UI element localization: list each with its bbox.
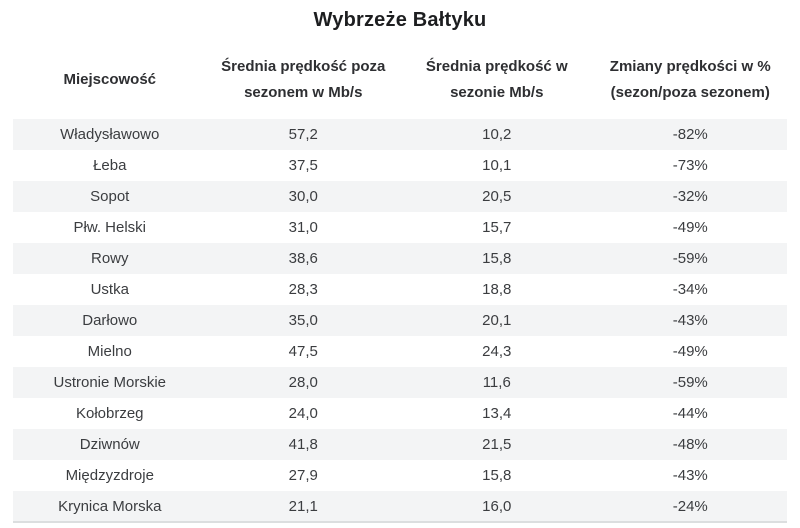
cell-town: Dziwnów [79, 436, 140, 453]
cell-inseason-speed: 15,8 [482, 467, 512, 484]
cell-inseason-speed: 16,0 [482, 497, 512, 515]
cell-change-percent: -73% [672, 157, 708, 174]
cell-inseason-speed: 13,4 [482, 405, 512, 422]
cell-inseason-speed: 11,6 [482, 374, 511, 391]
cell-town: Łeba [93, 157, 127, 174]
cell-inseason-speed: 21,5 [482, 436, 512, 453]
cell-town: Darłowo [82, 312, 138, 329]
cell-offseason-speed: 30,0 [288, 188, 318, 205]
cell-change-percent: -34% [672, 281, 708, 298]
table-row: Sopot 30,0 20,5 -32% [13, 181, 787, 212]
cell-offseason-speed: 31,0 [288, 219, 318, 236]
cell-town: Rowy [90, 250, 129, 267]
column-header-inseason: Średnia prędkość w sezonie Mb/s [400, 40, 594, 119]
speed-table: Miejscowość Średnia prędkość poza sezone… [13, 40, 787, 523]
header-row: Miejscowość Średnia prędkość poza sezone… [13, 40, 787, 119]
cell-town: Sopot [90, 188, 130, 205]
cell-change-percent: -59% [672, 250, 708, 267]
table-row: Rowy 38,6 15,8 -59% [13, 243, 787, 274]
cell-offseason-speed: 37,5 [288, 157, 318, 174]
table-row: Krynica Morska 21,1 16,0 -24% [13, 491, 787, 522]
cell-offseason-speed: 57,2 [288, 126, 318, 143]
table-row: Międzyzdroje 27,9 15,8 -43% [13, 460, 787, 491]
cell-change-percent: -49% [672, 343, 708, 360]
cell-offseason-speed: 41,8 [288, 436, 318, 453]
cell-offseason-speed: 21,1 [288, 497, 318, 515]
cell-offseason-speed: 27,9 [288, 467, 318, 484]
table-header: Miejscowość Średnia prędkość poza sezone… [13, 40, 787, 119]
table-row: Władysławowo 57,2 10,2 -82% [13, 119, 787, 150]
cell-change-percent: -43% [672, 467, 708, 484]
table-row: Ustronie Morskie 28,0 11,6 -59% [13, 367, 787, 398]
cell-offseason-speed: 28,0 [288, 374, 318, 391]
cell-town: Międzyzdroje [65, 467, 154, 484]
cell-change-percent: -59% [672, 374, 708, 391]
cell-offseason-speed: 24,0 [288, 405, 318, 422]
cell-inseason-speed: 15,8 [482, 250, 512, 267]
column-header-change: Zmiany prędkości w % (sezon/poza sezonem… [593, 40, 787, 119]
cell-inseason-speed: 10,2 [482, 126, 512, 143]
cell-town: Władysławowo [60, 126, 160, 143]
cell-town: Płw. Helski [73, 219, 147, 236]
cell-offseason-speed: 47,5 [288, 343, 318, 360]
column-header-offseason: Średnia prędkość poza sezonem w Mb/s [206, 40, 400, 119]
cell-change-percent: -32% [672, 188, 708, 205]
cell-town: Krynica Morska [58, 497, 162, 515]
cell-change-percent: -43% [672, 312, 708, 329]
cell-change-percent: -48% [672, 436, 708, 453]
table-row: Ustka 28,3 18,8 -34% [13, 274, 787, 305]
cell-town: Ustka [90, 281, 129, 298]
cell-inseason-speed: 10,1 [482, 157, 512, 174]
cell-town: Mielno [87, 343, 132, 360]
cell-inseason-speed: 18,8 [482, 281, 512, 298]
table-row: Łeba 37,5 10,1 -73% [13, 150, 787, 181]
table-row: Mielno 47,5 24,3 -49% [13, 336, 787, 367]
cell-town: Kołobrzeg [75, 405, 144, 422]
cell-change-percent: -24% [672, 497, 708, 515]
cell-offseason-speed: 38,6 [288, 250, 318, 267]
cell-change-percent: -82% [672, 126, 708, 143]
cell-inseason-speed: 20,5 [482, 188, 512, 205]
table-row: Dziwnów 41,8 21,5 -48% [13, 429, 787, 460]
table-title: Wybrzeże Bałtyku [313, 9, 487, 31]
table-row: Darłowo 35,0 20,1 -43% [13, 305, 787, 336]
table-row: Płw. Helski 31,0 15,7 -49% [13, 212, 787, 243]
cell-offseason-speed: 35,0 [288, 312, 318, 329]
cell-inseason-speed: 15,7 [482, 219, 512, 236]
cell-change-percent: -44% [672, 405, 708, 422]
cell-offseason-speed: 28,3 [288, 281, 318, 298]
cell-inseason-speed: 20,1 [482, 312, 512, 329]
table-body: Władysławowo 57,2 10,2 -82% Łeba 37,5 10,1 -73%… [13, 119, 787, 522]
cell-town: Ustronie Morskie [53, 374, 167, 391]
cell-inseason-speed: 24,3 [482, 343, 512, 360]
table-row: Kołobrzeg 24,0 13,4 -44% [13, 398, 787, 429]
column-header-town: Miejscowość [13, 40, 207, 119]
cell-change-percent: -49% [672, 219, 708, 236]
